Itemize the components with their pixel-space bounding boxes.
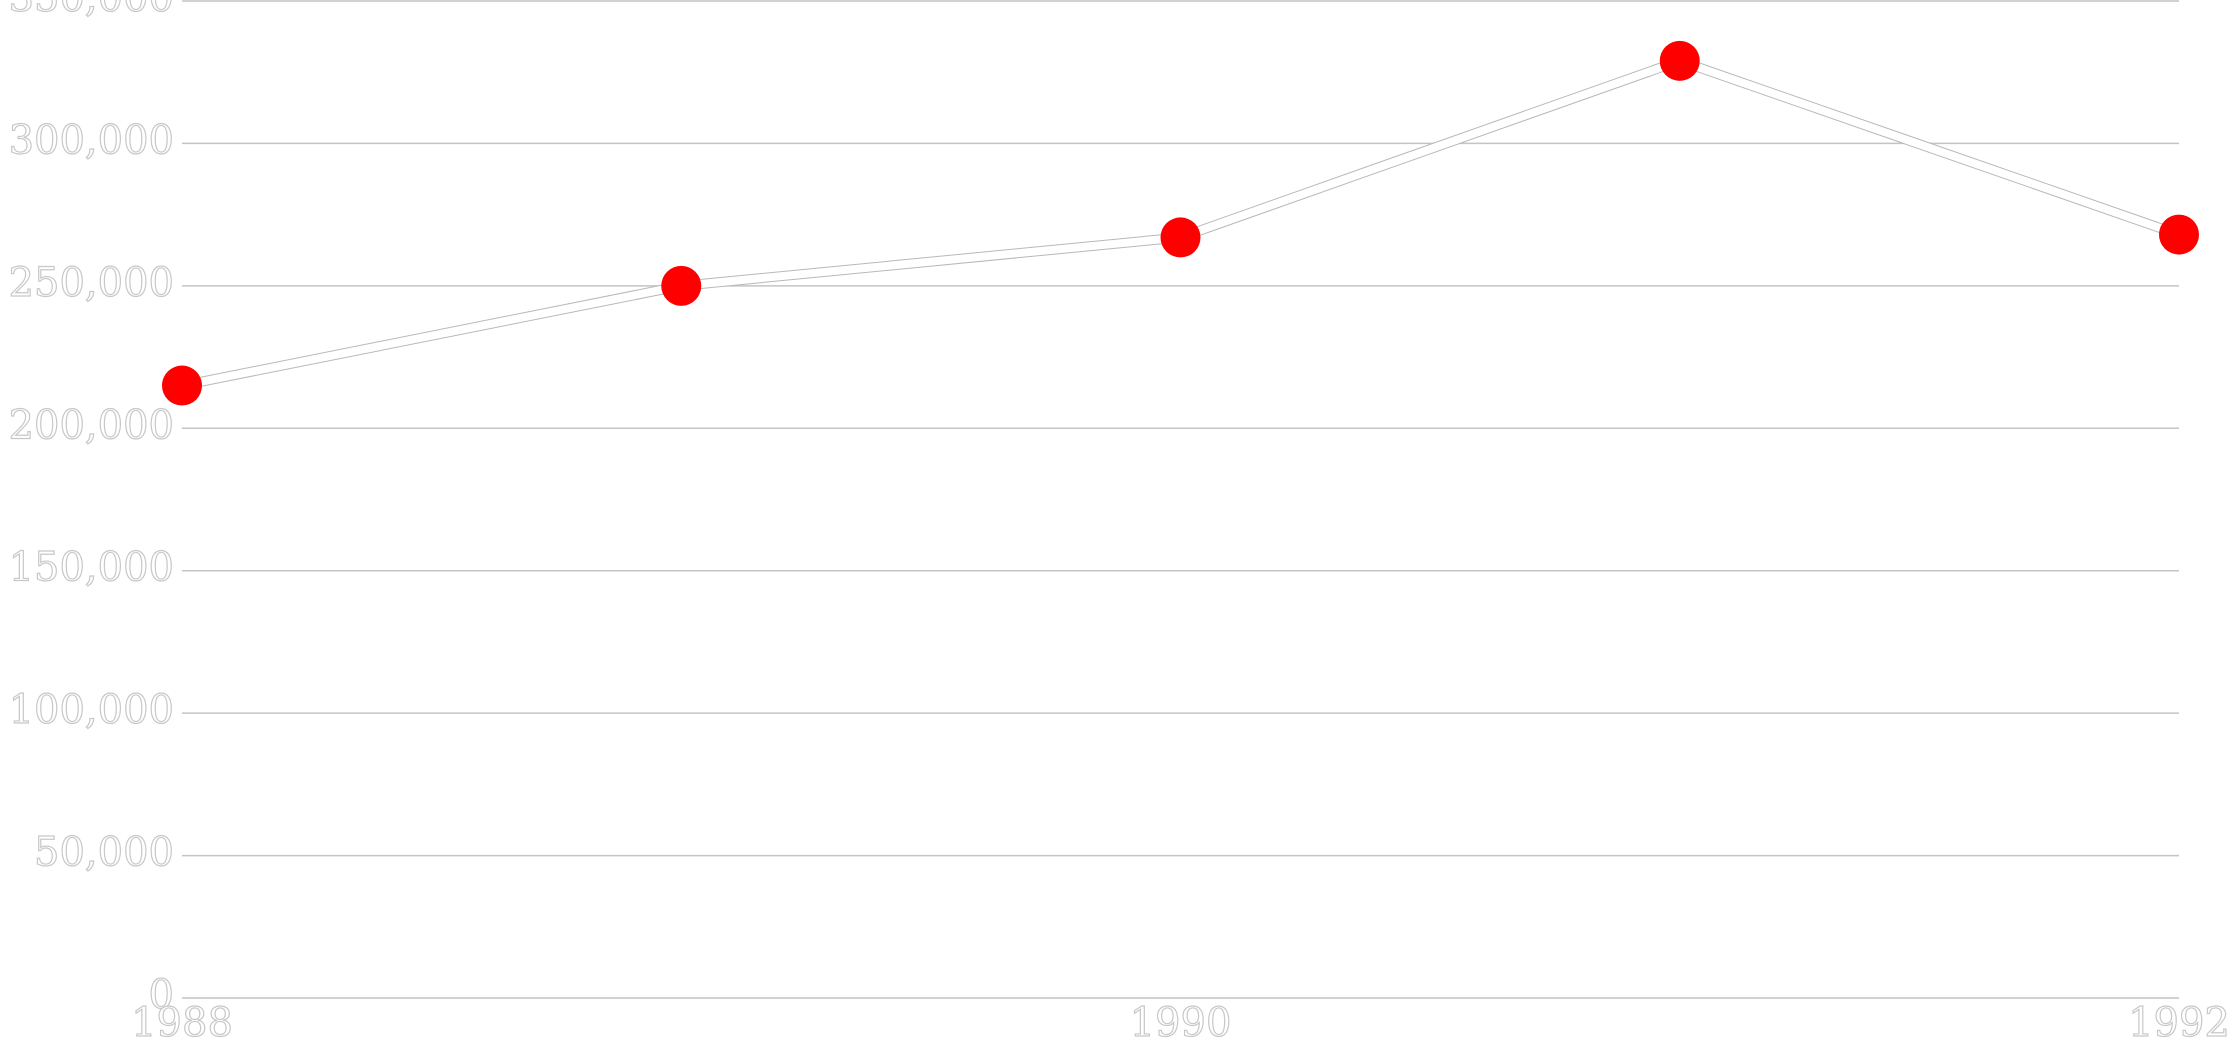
y-tick-label: 100,000 [9,687,174,733]
y-tick-label: 300,000 [9,117,174,163]
y-tick-label: 0 [149,972,174,1018]
point [162,365,202,406]
x-tick-label: 1992 [2128,1000,2230,1046]
point [1160,217,1201,258]
y-tick-label: 250,000 [9,260,174,306]
y-tick-label: 200,000 [9,402,174,448]
point [661,265,702,306]
x-tick-label: 1990 [1130,1000,1232,1046]
y-tick-label: 50,000 [34,830,174,876]
x-tick-label: 1988 [131,1000,233,1046]
point [1659,40,1700,81]
y-tick-label: 350,000 [9,0,174,21]
y-tick-label: 150,000 [9,545,174,591]
point [2159,214,2199,255]
